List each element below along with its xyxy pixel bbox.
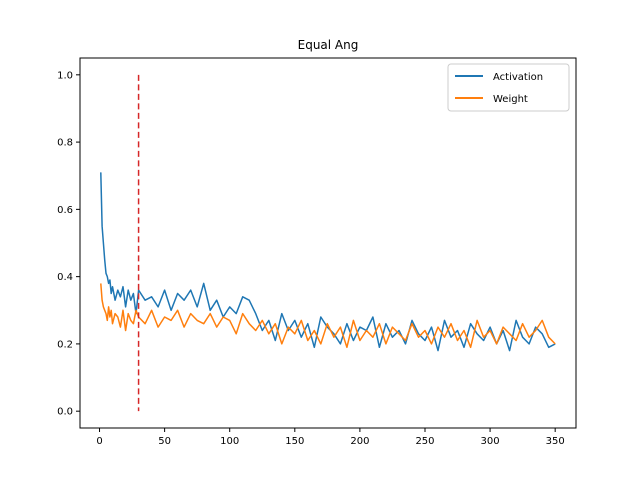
x-tick-label: 150 [285,436,304,447]
y-tick-label: 1.0 [57,70,73,81]
x-tick-label: 100 [220,436,239,447]
x-axis: 0 50 100 150 200 250 300 350 [96,428,565,447]
series-line-activation [100,172,556,352]
x-tick-label: 0 [96,436,102,447]
x-tick-label: 250 [415,436,434,447]
y-tick-label: 0.8 [57,138,73,149]
y-tick-label: 0.6 [57,205,73,216]
series-layer [100,172,556,352]
x-tick-label: 300 [481,436,500,447]
x-tick-label: 50 [158,436,171,447]
y-axis: 0.0 0.2 0.4 0.6 0.8 1.0 [57,70,80,418]
y-tick-label: 0.0 [57,407,73,418]
legend: Activation Weight [447,63,570,112]
y-tick-label: 0.2 [57,339,73,350]
plot-area [79,57,577,429]
legend-label-weight: Weight [493,94,528,105]
x-tick-label: 350 [546,436,565,447]
plot-frame [79,57,577,429]
y-tick-label: 0.4 [57,272,73,283]
legend-label-activation: Activation [493,72,543,83]
x-tick-label: 200 [350,436,369,447]
chart-title: Equal Ang [298,38,359,52]
series-line-weight [100,283,556,349]
